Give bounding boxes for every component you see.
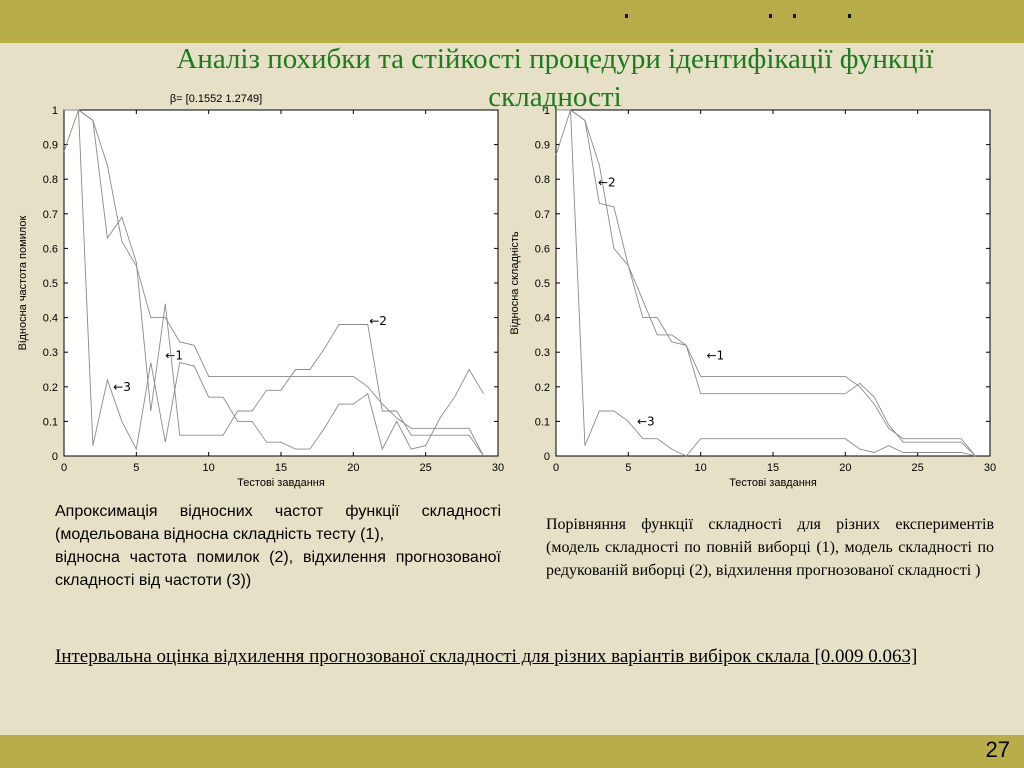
plot-area <box>63 109 499 457</box>
x-tick-label: 5 <box>133 462 139 474</box>
caption-right: Порівняння функції складності для різних… <box>546 516 994 579</box>
caption-left-line-1: Апроксимація відносних частот функції ск… <box>55 503 501 543</box>
x-tick-label: 30 <box>984 462 996 474</box>
series-label-3: ←3 <box>113 380 131 394</box>
x-tick-label: 15 <box>275 462 287 474</box>
x-tick-label: 10 <box>695 462 707 474</box>
x-tick-label: 0 <box>61 462 67 474</box>
x-tick-label: 30 <box>492 462 504 474</box>
x-tick-label: 0 <box>553 462 559 474</box>
y-tick-label: 0.6 <box>43 243 58 255</box>
chart-complexity-comparison-svg: 00.10.20.30.40.50.60.70.80.910 5 10 15 20 25 3… <box>509 105 996 489</box>
y-tick-label: 0 <box>52 451 58 463</box>
series-line-3 <box>555 109 976 457</box>
x-axis-label: Тестові завдання <box>729 477 817 489</box>
series-label-3: ←3 <box>637 414 655 428</box>
bottom-decor-bar <box>0 735 1024 768</box>
series-label-2: ←2 <box>369 314 387 328</box>
series-label-2: ←2 <box>598 176 616 190</box>
y-tick-label: 0.1 <box>43 416 58 428</box>
decor-dot <box>793 14 796 18</box>
x-tick-label: 25 <box>420 462 432 474</box>
series-label-1: ←1 <box>706 349 724 363</box>
y-tick-label: 0.9 <box>535 140 550 152</box>
series-line-1 <box>556 109 976 457</box>
top-decor-bar <box>0 0 1024 43</box>
page-number: 27 <box>985 737 1010 762</box>
plot-area <box>555 109 991 457</box>
y-tick-label: 0.1 <box>535 416 550 428</box>
x-tick-label: 10 <box>203 462 215 474</box>
y-axis-label: Відносна частота помилок <box>17 216 29 351</box>
chart-title: β= [0.1552 1.2749] <box>170 93 262 105</box>
y-tick-label: 0.5 <box>535 278 550 290</box>
decor-dots <box>0 14 1024 34</box>
y-tick-label: 1 <box>52 105 58 117</box>
y-tick-label: 1 <box>544 105 550 117</box>
series-line-2 <box>64 109 484 457</box>
slide-title: Аналіз похибки та стійкості процедури ід… <box>176 43 934 113</box>
caption-left-line-2: відносна частота помилок (2), відхилення… <box>55 549 501 589</box>
y-tick-label: 0.7 <box>43 209 58 221</box>
x-tick-label: 15 <box>767 462 779 474</box>
y-axis-label: Відносна складність <box>509 231 521 335</box>
caption-left: Апроксимація відносних частот функції ск… <box>55 500 501 592</box>
y-tick-label: 0.2 <box>535 382 550 394</box>
y-tick-label: 0.3 <box>43 347 58 359</box>
y-tick-label: 0.5 <box>43 278 58 290</box>
series-line-3 <box>63 109 484 451</box>
interval-estimate-note: Інтервальна оцінка відхилення прогнозова… <box>55 646 918 667</box>
decor-dot <box>625 14 628 18</box>
y-tick-label: 0.9 <box>43 140 58 152</box>
y-tick-label: 0.7 <box>535 209 550 221</box>
decor-dot <box>848 14 851 18</box>
y-tick-label: 0.4 <box>535 313 550 325</box>
series-line-1 <box>64 109 484 457</box>
x-tick-label: 20 <box>347 462 359 474</box>
y-tick-label: 0.3 <box>535 347 550 359</box>
chart-error-frequency: 0 0.1 0.2 0.3 0.4 0.5 0.6 0.7 0.8 0.9 1 0 5 10 15 20 25 3… <box>10 88 515 503</box>
chart-complexity-comparison: 0 0.1 0.2 0.3 0.4 0.5 0.6 0.7 0.8 0.9 1 0 5 10 15 20 25 3… <box>502 88 1007 503</box>
x-tick-label: 5 <box>625 462 631 474</box>
x-tick-label: 25 <box>912 462 924 474</box>
y-tick-label: 0.2 <box>43 382 58 394</box>
decor-dot <box>769 14 772 18</box>
y-tick-label: 0.8 <box>535 174 550 186</box>
series-label-1: ←1 <box>165 349 183 363</box>
chart-error-frequency-svg: 00.10.20.30.40.50.60.70.80.910 5 10 15 20 25 3… <box>17 93 504 489</box>
y-tick-label: 0 <box>544 451 550 463</box>
series-line-2 <box>556 109 976 457</box>
y-tick-label: 0.6 <box>535 243 550 255</box>
y-tick-label: 0.4 <box>43 313 58 325</box>
x-axis-label: Тестові завдання <box>237 477 325 489</box>
x-tick-label: 20 <box>839 462 851 474</box>
y-tick-label: 0.8 <box>43 174 58 186</box>
